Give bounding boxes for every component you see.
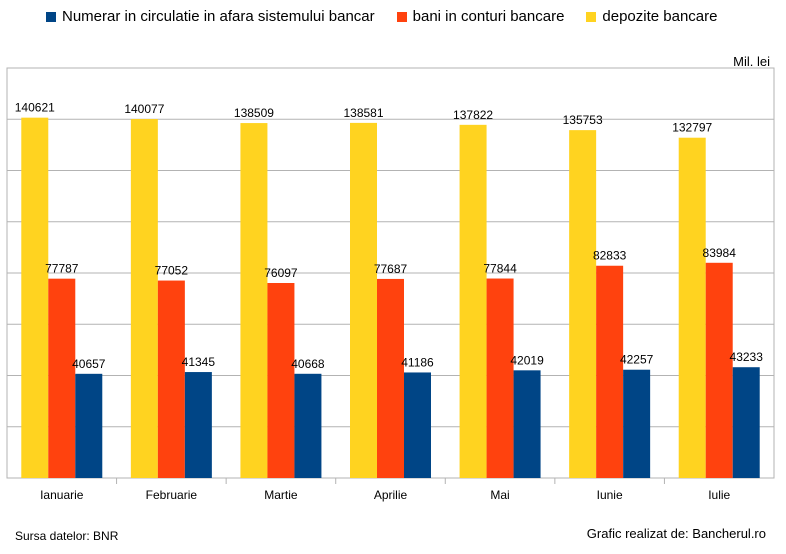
bar-conturi	[48, 278, 76, 478]
source-note: Sursa datelor: BNR	[15, 529, 119, 543]
legend-item-depozite: depozite bancare	[586, 8, 718, 25]
data-label: 140077	[124, 102, 164, 116]
bar-depozite	[678, 137, 706, 478]
x-tick-label: Iunie	[597, 488, 623, 502]
bar-numerar	[623, 369, 651, 478]
x-tick-label: Februarie	[146, 488, 198, 502]
data-label: 82833	[593, 249, 627, 263]
x-tick-label: Iulie	[708, 488, 730, 502]
data-label: 137822	[453, 108, 493, 122]
bar-conturi	[486, 278, 514, 478]
bar-depozite	[350, 122, 377, 479]
x-tick-label: Aprilie	[374, 488, 408, 502]
legend-label-numerar: Numerar in circulatie in afara sistemulu…	[62, 8, 375, 25]
data-label: 138509	[234, 106, 274, 120]
legend-swatch-conturi	[396, 11, 407, 22]
data-label: 76097	[264, 266, 298, 280]
legend-swatch-depozite	[586, 11, 597, 22]
bar-depozite	[569, 130, 597, 478]
credit-note: Grafic realizat de: Bancherul.ro	[586, 526, 766, 541]
bar-depozite	[130, 119, 158, 479]
data-label: 42257	[620, 353, 654, 367]
data-label: 77844	[483, 262, 517, 276]
bar-numerar	[404, 372, 431, 478]
data-label: 135753	[563, 113, 603, 127]
bar-depozite	[21, 117, 49, 478]
bar-numerar	[184, 372, 212, 478]
bar-depozite	[240, 123, 268, 479]
data-label: 43233	[730, 350, 764, 364]
data-label: 138581	[343, 106, 383, 120]
data-label: 40668	[291, 357, 325, 371]
data-label: 40657	[72, 357, 106, 371]
legend-label-depozite: depozite bancare	[602, 8, 718, 25]
data-label: 77687	[374, 262, 408, 276]
bar-conturi	[596, 265, 624, 478]
x-tick-label: Mai	[490, 488, 509, 502]
data-label: 42019	[510, 353, 544, 367]
bar-numerar	[513, 370, 541, 478]
bar-numerar	[732, 367, 760, 478]
bar-conturi	[157, 280, 185, 478]
x-tick-label: Martie	[264, 488, 298, 502]
data-label: 83984	[703, 246, 737, 260]
data-label: 140621	[15, 101, 55, 115]
legend-item-conturi: bani in conturi bancare	[396, 8, 565, 25]
data-label: 41186	[401, 355, 434, 369]
legend-swatch-numerar	[46, 11, 56, 22]
bar-conturi	[267, 283, 295, 478]
data-label: 41345	[182, 355, 216, 369]
bar-conturi	[705, 262, 733, 478]
bar-conturi	[377, 278, 404, 478]
data-label: 77052	[155, 264, 189, 278]
data-label: 132797	[672, 121, 712, 135]
x-tick-label: Ianuarie	[40, 488, 84, 502]
bar-numerar	[75, 373, 103, 478]
legend-item-numerar: Numerar in circulatie in afara sistemulu…	[46, 8, 375, 25]
chart-legend: Numerar in circulatie in afara sistemulu…	[46, 8, 740, 25]
unit-label: Mil. lei	[733, 54, 770, 69]
bar-numerar	[294, 373, 322, 478]
bar-depozite	[459, 124, 487, 479]
data-label: 77787	[45, 262, 79, 276]
legend-label-conturi: bani in conturi bancare	[412, 8, 565, 25]
